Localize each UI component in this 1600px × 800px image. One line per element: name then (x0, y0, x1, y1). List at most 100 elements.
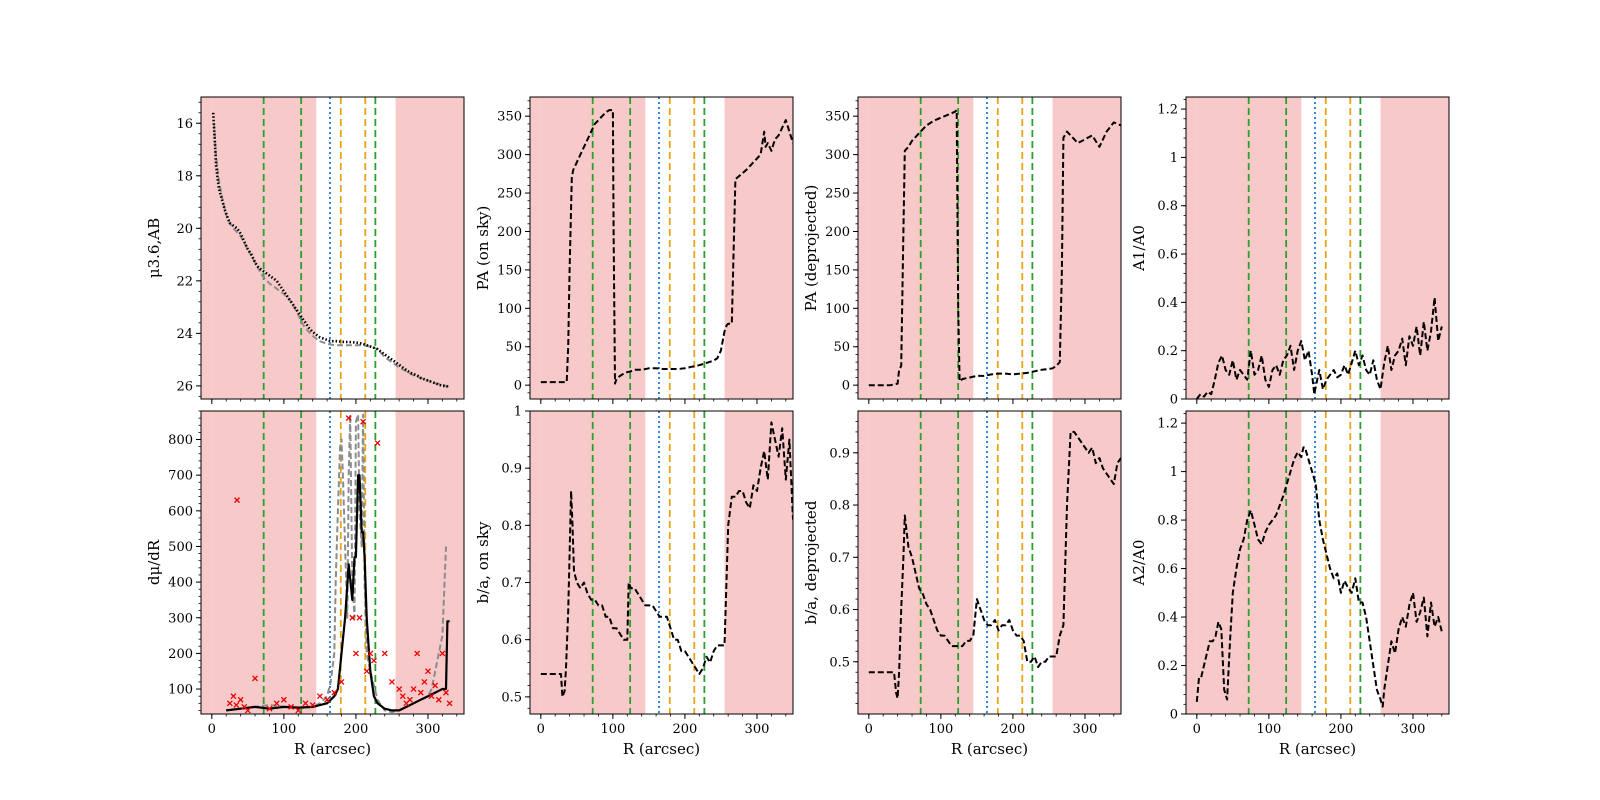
axes-frame (1185, 96, 1450, 400)
marker-stroke (226, 700, 233, 707)
data-point-marker (439, 650, 446, 657)
marker-stroke (288, 703, 295, 710)
shaded-region (858, 97, 869, 399)
x-axis-label: R (arcsec) (294, 740, 371, 758)
plot-area (858, 97, 1121, 399)
y-tick-label: 1.2 (1157, 417, 1178, 432)
marker-stroke (381, 650, 388, 657)
shaded-region (395, 97, 464, 399)
y-tick-label: 0.8 (1157, 514, 1178, 529)
data-point-marker (446, 700, 453, 707)
y-tick-label: 0.8 (829, 499, 850, 514)
shaded-region (1380, 411, 1449, 714)
y-tick-label: 0.8 (501, 519, 522, 534)
y-tick-label: 24 (176, 327, 193, 342)
y-axis-label: μ3.6,AB (145, 218, 163, 278)
shaded-region (1052, 411, 1121, 714)
data-point-marker (273, 700, 280, 707)
y-tick-label: 0.2 (1157, 344, 1178, 359)
data-point-marker (309, 702, 316, 709)
shaded-region (858, 411, 869, 714)
axes-frame (529, 96, 794, 400)
y-tick-label: 400 (168, 576, 193, 591)
data-point-marker (370, 657, 377, 664)
y-tick-label: 300 (497, 148, 522, 163)
x-tick-label: 100 (271, 722, 296, 737)
marker-stroke (244, 707, 251, 714)
marker-stroke (443, 689, 449, 696)
marker-stroke (324, 696, 331, 703)
shaded-region (1186, 411, 1197, 714)
y-tick-label: 50 (505, 340, 522, 355)
marker-stroke (252, 675, 259, 682)
y-tick-label: 1 (1170, 465, 1178, 480)
data-series (540, 421, 793, 698)
marker-stroke (370, 657, 377, 664)
marker-stroke (410, 686, 417, 693)
data-point-marker (324, 696, 331, 703)
data-series (1196, 296, 1443, 399)
y-axis-label: A2/A0 (1130, 540, 1148, 587)
y-tick-label: 0.6 (829, 603, 850, 618)
y-tick-label: 100 (168, 683, 193, 698)
data-point-marker (421, 678, 428, 685)
y-tick-label: 800 (168, 433, 193, 448)
x-tick-label: 100 (928, 722, 953, 737)
y-tick-label: 0.8 (1157, 199, 1178, 214)
data-point-marker (396, 686, 403, 693)
panel-ba-sky: 0.5 0.6 0.7 0.8 0.9 1 0 100 200 300 R (arcsec) b/a,… (474, 405, 794, 758)
y-tick-label: 0.6 (1157, 562, 1178, 577)
data-point-marker (374, 440, 381, 447)
x-tick-label: 100 (1256, 722, 1281, 737)
y-tick-label: 0.6 (501, 633, 522, 648)
marker-stroke (432, 682, 439, 689)
data-point-marker (363, 668, 370, 675)
data-point-marker (388, 678, 395, 685)
y-tick-label: 18 (176, 169, 193, 184)
data-point-marker (345, 415, 352, 422)
marker-stroke (425, 668, 431, 675)
marker-stroke (356, 614, 363, 621)
data-series (226, 413, 447, 714)
panel-a1: 0 0.2 0.4 0.6 0.8 1 1.2 A1/A0 (1130, 96, 1450, 408)
y-tick-label: 200 (497, 225, 522, 240)
y-tick-label: 600 (168, 504, 193, 519)
data-point-marker (367, 650, 374, 657)
y-tick-label: 16 (176, 117, 193, 132)
y-tick-label: 0 (514, 379, 522, 394)
data-point-marker (226, 700, 233, 707)
data-series (211, 112, 451, 389)
x-axis-label: R (arcsec) (951, 740, 1028, 758)
marker-stroke (266, 705, 273, 712)
data-point-marker (417, 689, 424, 696)
y-tick-label: 0.5 (829, 655, 850, 670)
marker-stroke (241, 703, 248, 710)
marker-stroke (233, 702, 240, 709)
y-axis-label: dμ/dR (145, 539, 163, 585)
marker-stroke (396, 686, 403, 693)
y-tick-label: 1 (514, 405, 522, 420)
shaded-region (530, 411, 541, 714)
panel-pa-deproj: 0 50 100 150 200 250 300 350 PA (deprojected) (802, 96, 1122, 404)
data-point-marker (338, 678, 345, 685)
marker-stroke (435, 696, 442, 703)
shaded-region (395, 411, 464, 714)
y-tick-label: 0 (1170, 708, 1178, 723)
marker-stroke (388, 678, 395, 685)
data-point-marker (230, 693, 237, 700)
y-tick-label: 350 (497, 110, 522, 125)
x-tick-label: 0 (865, 722, 873, 737)
axes-frame (857, 96, 1122, 400)
y-tick-label: 0.4 (1157, 296, 1178, 311)
y-axis-label: PA (deprojected) (802, 185, 820, 312)
x-tick-label: 300 (745, 722, 770, 737)
data-point-marker (288, 703, 295, 710)
y-tick-label: 1 (1170, 151, 1178, 166)
y-tick-label: 0.9 (501, 462, 522, 477)
marker-stroke (309, 702, 316, 709)
y-axis-label: A1/A0 (1130, 225, 1148, 272)
axes-frame (200, 410, 465, 715)
shaded-region (724, 411, 793, 714)
x-tick-label: 300 (1401, 722, 1426, 737)
data-point-marker (352, 650, 359, 657)
